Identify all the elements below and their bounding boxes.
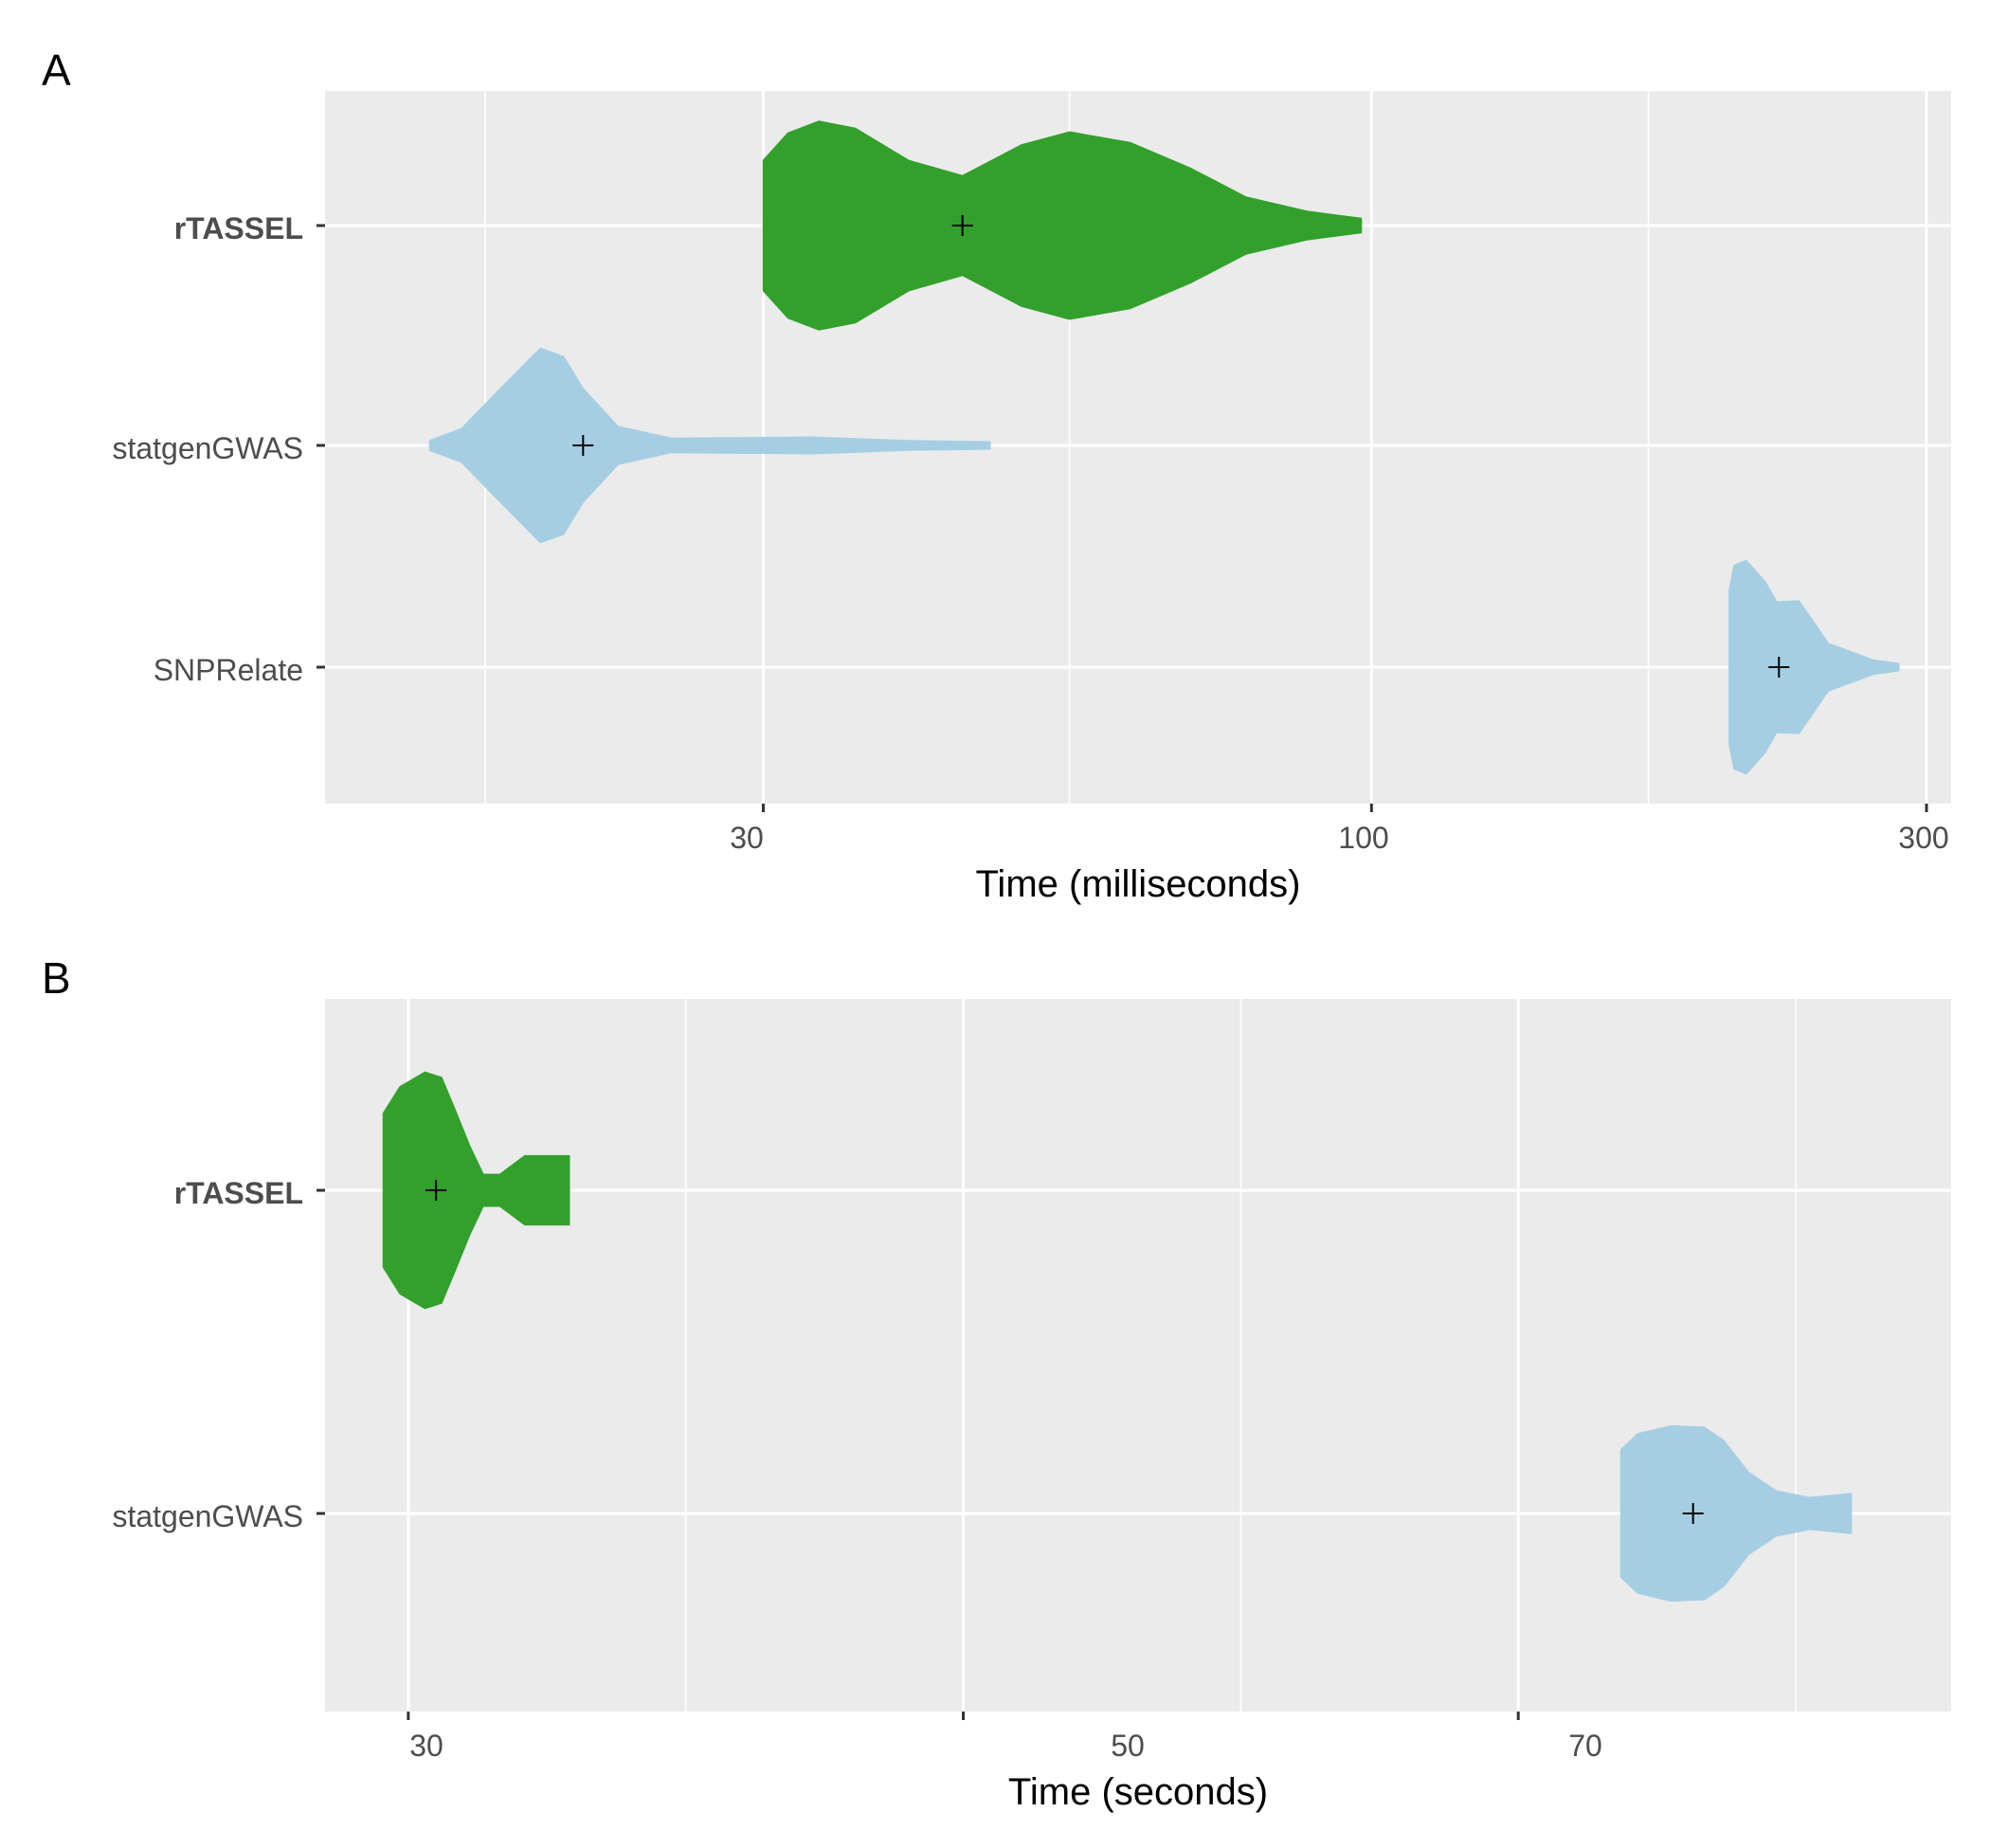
panel-b-x-axis-title: Time (seconds) [1008, 1771, 1268, 1813]
panel-b-tag: B [42, 953, 71, 1003]
panel-a-y-axis: rTASSEL statgenGWAS SNPRelate [112, 211, 303, 687]
mean-marker [951, 215, 973, 236]
mean-marker [1682, 1503, 1704, 1524]
panel-a-y-tick-marks [317, 224, 325, 669]
panel-a-tag: A [42, 45, 71, 95]
panel-a-label-snprelate: SNPRelate [154, 653, 303, 687]
panel-a-x-axis-title: Time (milliseconds) [975, 863, 1300, 905]
violin-statgengwas [1619, 1424, 1853, 1603]
violin-snprelate [1728, 559, 1900, 775]
panel-b-x-tick-label-70: 70 [1568, 1729, 1602, 1763]
panel-b-y-axis: rTASSEL statgenGWAS [112, 1176, 303, 1533]
panel-b-x-tick-label-30: 30 [409, 1729, 443, 1763]
panel-a-x-tick-label-100: 100 [1338, 821, 1388, 855]
panel-a-x-tick-marks [761, 804, 1928, 812]
panel-b-y-tick-marks [317, 1188, 325, 1515]
panel-b-background [325, 999, 1951, 1712]
panel-a: A rTASSEL statgenGWAS SNPRelate 30 100 3… [42, 45, 1951, 905]
panel-b-x-tick-marks [407, 1712, 1520, 1720]
panel-a-x-tick-label-30: 30 [730, 821, 764, 855]
panel-b-x-axis: 30 50 70 Time (seconds) [409, 1729, 1602, 1813]
violin-rtassel [382, 1071, 570, 1310]
panel-b-x-tick-label-50: 50 [1111, 1729, 1145, 1763]
panel-a-x-tick-label-300: 300 [1898, 821, 1948, 855]
mean-marker [572, 435, 594, 456]
violin-statgengwas [428, 347, 991, 544]
panel-b: B rTASSEL statgenGWAS 30 50 70 Time (sec… [42, 953, 1951, 1813]
panel-b-label-rtassel: rTASSEL [174, 1176, 303, 1210]
panel-a-x-axis: 30 100 300 Time (milliseconds) [730, 821, 1948, 905]
mean-marker [425, 1180, 447, 1201]
panel-a-violins [428, 120, 1900, 775]
panel-a-label-statgengwas: statgenGWAS [112, 431, 303, 465]
mean-marker [1768, 657, 1790, 678]
panel-b-label-statgengwas: statgenGWAS [112, 1499, 303, 1533]
violin-rtassel [762, 120, 1363, 331]
panel-a-label-rtassel: rTASSEL [174, 211, 303, 245]
panel-b-violins [382, 1071, 1853, 1603]
